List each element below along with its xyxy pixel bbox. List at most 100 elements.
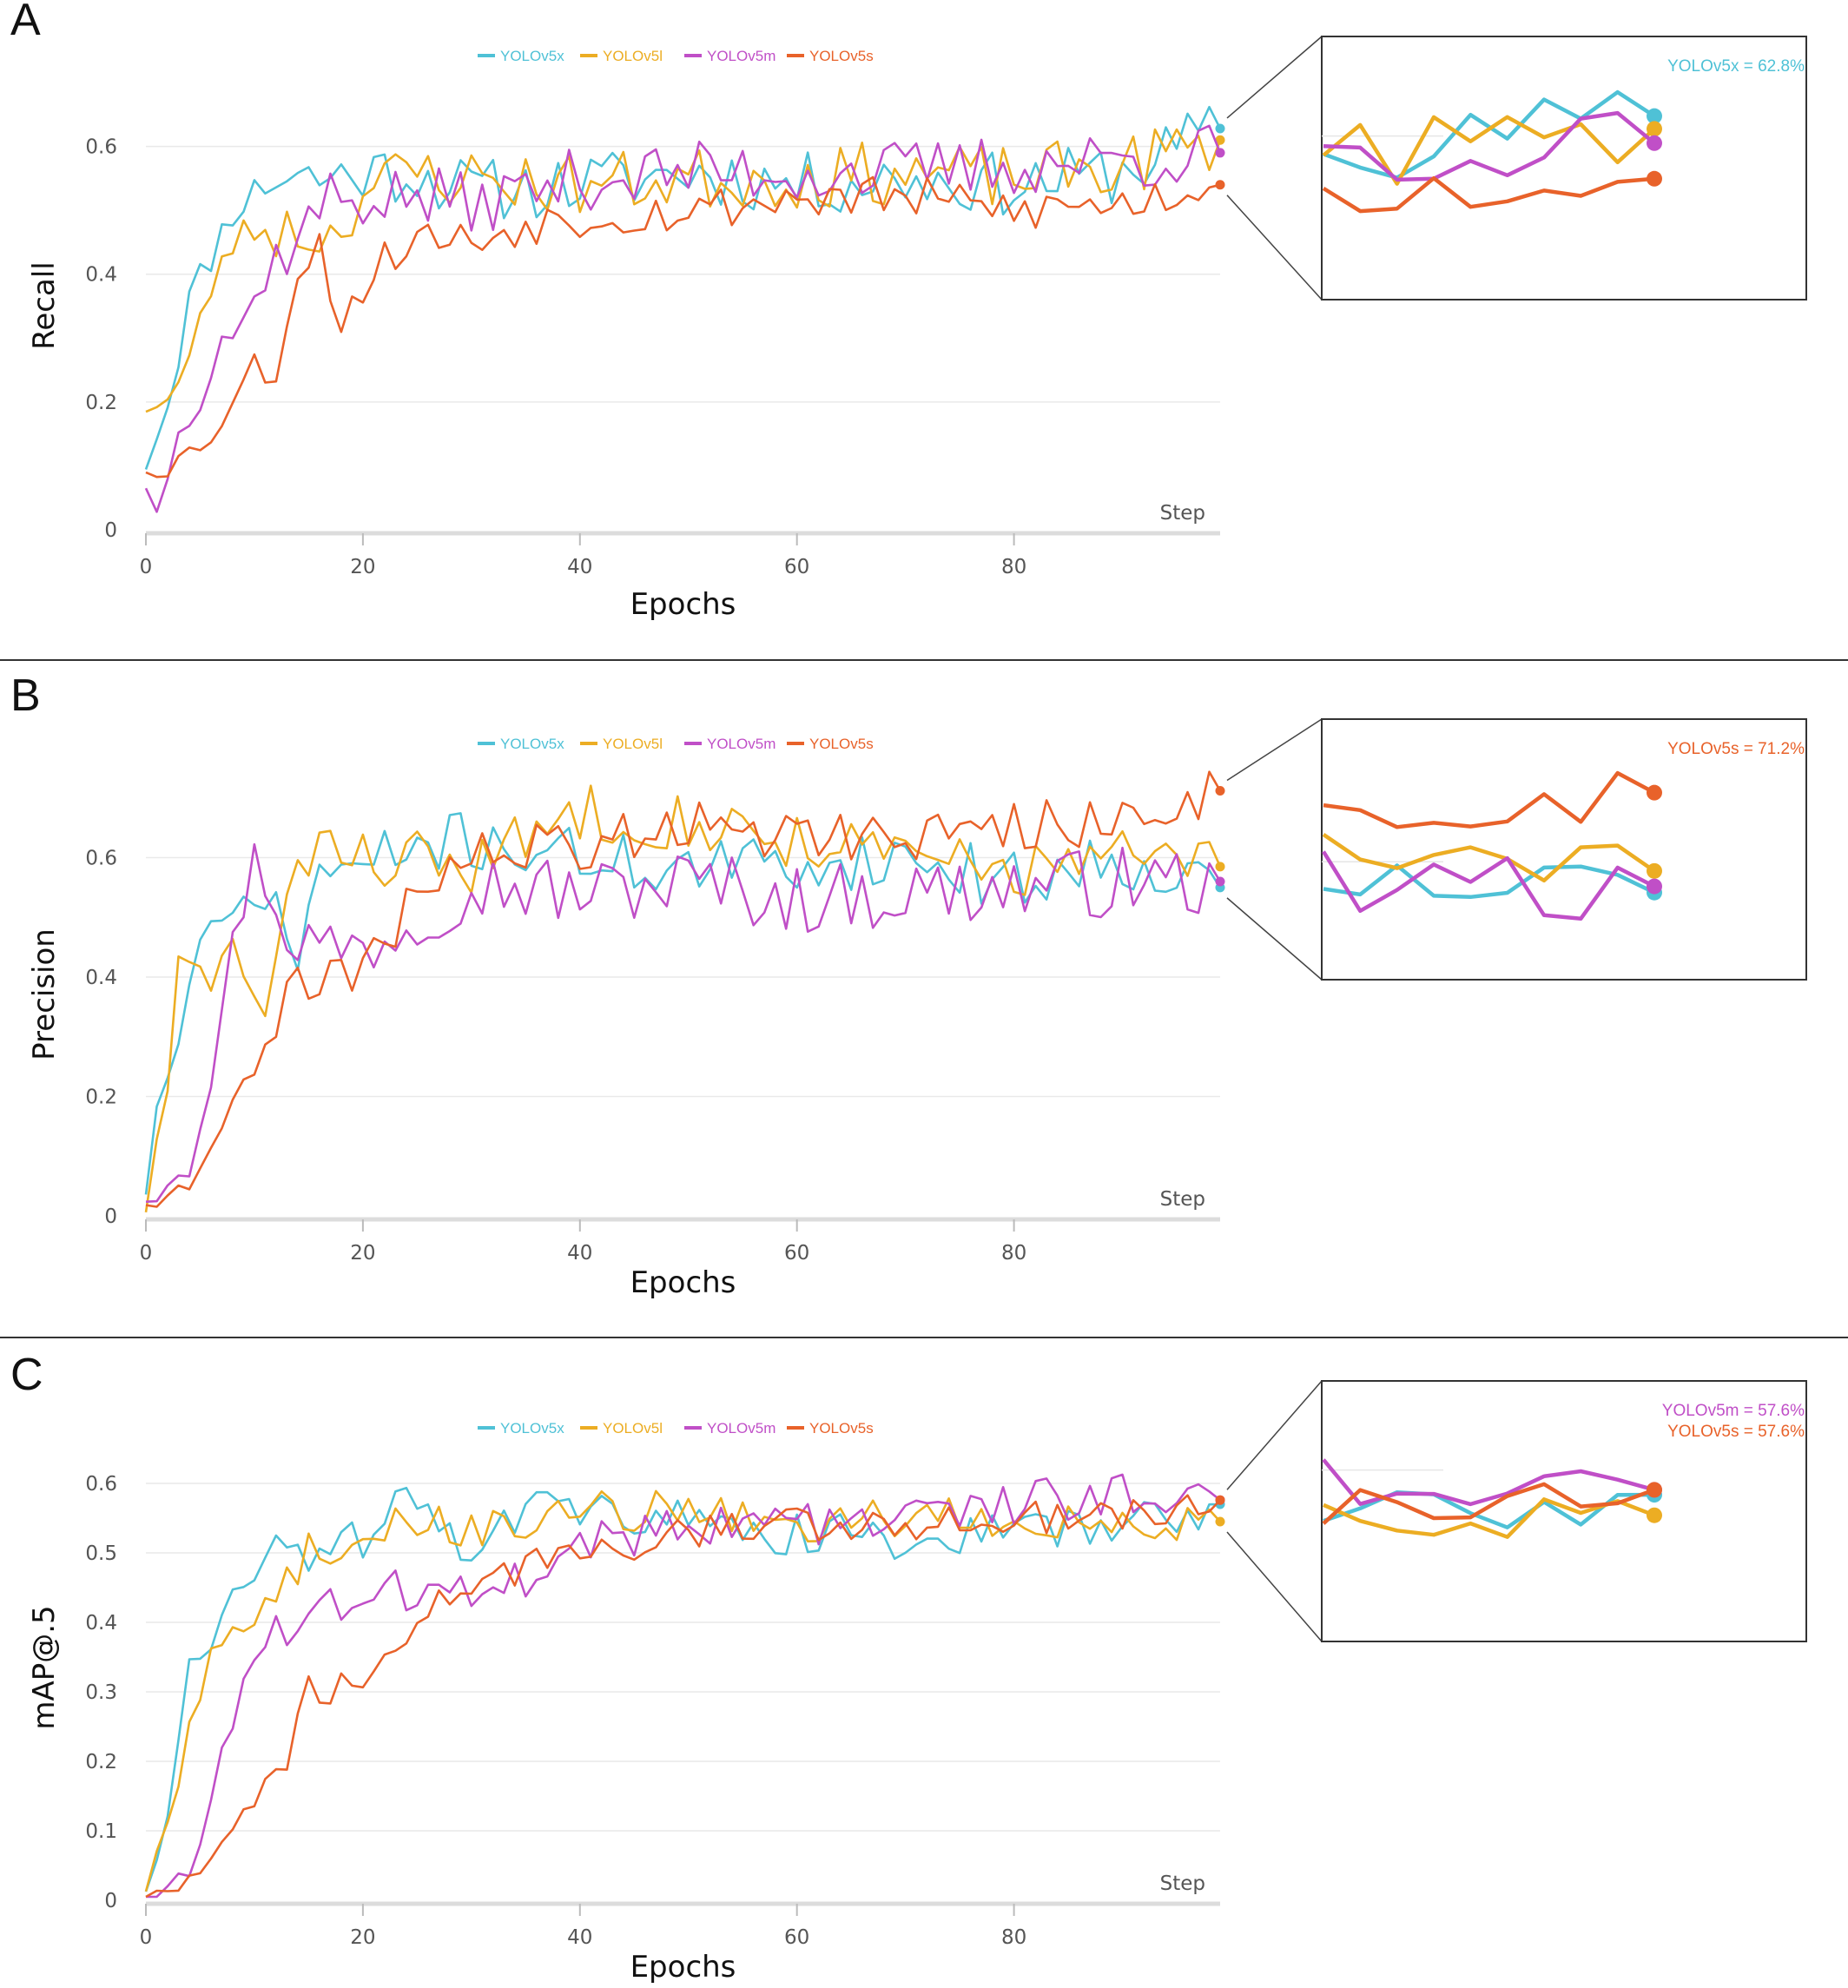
step-label: Step bbox=[1160, 1872, 1205, 1895]
inset-end-point bbox=[1647, 135, 1662, 151]
y-tick-label: 0.2 bbox=[85, 1086, 117, 1109]
y-tick-label: 0.4 bbox=[85, 264, 117, 287]
inset-line-yolov5s bbox=[1322, 1482, 1655, 1525]
panel-b: B 0 0.2 0.4 0.6 0 20 40 60 80 Step Epochs Precision Y… bbox=[10, 670, 1807, 1300]
x-tick-label: 80 bbox=[1001, 1242, 1026, 1265]
inset-end-point bbox=[1647, 1507, 1662, 1523]
legend-entry: YOLOv5l bbox=[603, 48, 663, 64]
series-line-yolov5l bbox=[144, 1489, 1221, 1892]
series-line-yolov5m bbox=[146, 1473, 1221, 1899]
series-end-point bbox=[1215, 862, 1225, 872]
y-tick-label: 0.3 bbox=[85, 1681, 117, 1704]
zoom-connector bbox=[1226, 1380, 1323, 1490]
series-line-yolov5s bbox=[145, 770, 1222, 1208]
y-axis-label: Precision bbox=[27, 928, 62, 1060]
legend-entry: YOLOv5l bbox=[603, 1420, 663, 1437]
y-axis-label: mAP@.5 bbox=[27, 1605, 62, 1729]
x-axis-label: Epochs bbox=[630, 587, 736, 622]
step-label: Step bbox=[1160, 1188, 1205, 1211]
y-tick-label: 0.5 bbox=[85, 1542, 117, 1565]
final-value-annotation: YOLOv5s = 57.6% bbox=[1667, 1423, 1805, 1441]
series-line-yolov5x bbox=[144, 812, 1222, 1195]
inset-end-point bbox=[1647, 878, 1662, 895]
x-tick-label: 80 bbox=[1001, 556, 1026, 578]
series-line-yolov5m bbox=[145, 842, 1222, 1203]
inset-end-point bbox=[1647, 1482, 1662, 1498]
inset-line-yolov5m bbox=[1322, 850, 1656, 921]
series-end-point bbox=[1215, 1516, 1225, 1527]
final-value-annotation: YOLOv5m = 57.6% bbox=[1662, 1402, 1805, 1420]
inset-line-yolov5x bbox=[1323, 89, 1656, 180]
y-axis-label: Recall bbox=[27, 261, 62, 349]
panel-a: A 0 0.2 0.4 0.6 0 20 40 60 80 Step Epochs Recall YOLO… bbox=[10, 0, 1807, 622]
inset-line-yolov5m bbox=[1323, 110, 1656, 182]
y-tick-label: 0.4 bbox=[85, 967, 117, 989]
y-tick-label: 0.2 bbox=[85, 1751, 117, 1773]
series-end-point bbox=[1215, 1495, 1225, 1505]
legend-entry: YOLOv5x bbox=[500, 1420, 564, 1437]
y-tick-label: 0 bbox=[104, 1205, 117, 1228]
series-end-point bbox=[1215, 123, 1225, 134]
x-tick-label: 0 bbox=[140, 1242, 153, 1265]
zoom-inset-frame bbox=[1321, 718, 1807, 981]
zoom-inset-frame bbox=[1321, 36, 1807, 301]
zoom-connector bbox=[1226, 195, 1323, 301]
inset-end-point bbox=[1647, 784, 1662, 801]
legend-entry: YOLOv5m bbox=[707, 1420, 776, 1437]
y-tick-label: 0.2 bbox=[85, 392, 117, 414]
legend-entry: YOLOv5s bbox=[809, 48, 874, 64]
step-label: Step bbox=[1160, 502, 1205, 525]
legend-entry: YOLOv5x bbox=[500, 736, 564, 752]
x-tick-label: 60 bbox=[784, 1242, 809, 1265]
series-end-point bbox=[1215, 786, 1225, 796]
legend-entry: YOLOv5x bbox=[500, 48, 564, 64]
inset-end-point bbox=[1647, 862, 1662, 879]
series-end-point bbox=[1215, 135, 1225, 145]
inset-line-yolov5l bbox=[1323, 1497, 1655, 1539]
series-line-yolov5x bbox=[144, 105, 1222, 470]
series-line-yolov5s bbox=[145, 1494, 1221, 1899]
x-tick-label: 20 bbox=[350, 1926, 375, 1949]
inset-line-yolov5s bbox=[1322, 175, 1655, 214]
x-tick-label: 20 bbox=[350, 556, 375, 578]
legend-entry: YOLOv5m bbox=[707, 48, 776, 64]
y-tick-label: 0.6 bbox=[85, 1473, 117, 1496]
final-value-annotation: YOLOv5x = 62.8% bbox=[1667, 57, 1805, 76]
series-line-yolov5m bbox=[144, 124, 1222, 513]
y-tick-label: 0.1 bbox=[85, 1820, 117, 1843]
series-end-point bbox=[1215, 876, 1225, 887]
final-value-annotation: YOLOv5s = 71.2% bbox=[1667, 740, 1805, 758]
y-tick-label: 0.4 bbox=[85, 1612, 117, 1635]
x-tick-label: 0 bbox=[140, 1926, 153, 1949]
inset-line-yolov5m bbox=[1322, 1458, 1655, 1507]
inset-line-yolov5x bbox=[1323, 863, 1655, 900]
x-axis-label: Epochs bbox=[630, 1265, 736, 1300]
inset-line-yolov5l bbox=[1322, 115, 1656, 186]
zoom-connector bbox=[1226, 1531, 1323, 1642]
x-tick-label: 40 bbox=[567, 1242, 592, 1265]
y-tick-label: 0.6 bbox=[85, 136, 117, 159]
x-tick-label: 40 bbox=[567, 1926, 592, 1949]
y-tick-label: 0 bbox=[104, 1890, 117, 1912]
legend-entry: YOLOv5s bbox=[809, 1420, 874, 1437]
inset-line-yolov5l bbox=[1322, 833, 1656, 883]
x-tick-label: 60 bbox=[784, 1926, 809, 1949]
zoom-connector bbox=[1226, 718, 1323, 782]
panel-letter: B bbox=[10, 670, 41, 721]
series-line-yolov5s bbox=[145, 175, 1221, 479]
x-tick-label: 60 bbox=[784, 556, 809, 578]
y-tick-label: 0.6 bbox=[85, 848, 117, 870]
y-tick-label: 0 bbox=[104, 519, 117, 542]
zoom-connector bbox=[1226, 897, 1323, 981]
inset-end-point bbox=[1647, 108, 1662, 124]
inset-end-point bbox=[1647, 121, 1662, 137]
series-end-point bbox=[1215, 148, 1225, 158]
inset-line-yolov5s bbox=[1323, 770, 1656, 829]
legend-entry: YOLOv5l bbox=[603, 736, 663, 752]
x-tick-label: 20 bbox=[350, 1242, 375, 1265]
x-tick-label: 0 bbox=[140, 556, 153, 578]
x-tick-label: 80 bbox=[1001, 1926, 1026, 1949]
legend-entry: YOLOv5m bbox=[707, 736, 776, 752]
legend-entry: YOLOv5s bbox=[809, 736, 874, 752]
